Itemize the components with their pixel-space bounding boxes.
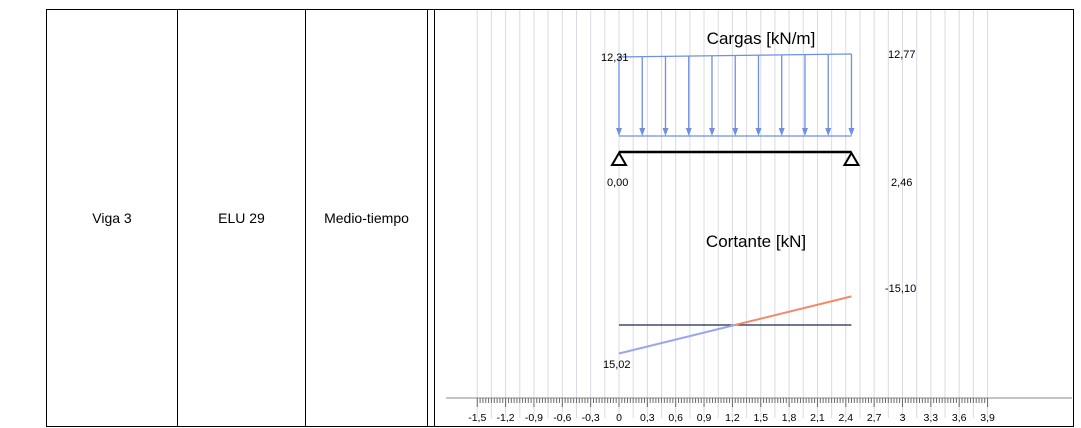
axis-tick-label: 0,6 [668, 412, 683, 424]
shear-positive-line [618, 324, 736, 355]
element-cell: Viga 3 [92, 210, 132, 226]
beam-start-label: 0,00 [607, 177, 628, 189]
loads-title: Cargas [kN/m] [707, 29, 816, 48]
column-divider [305, 10, 306, 426]
axis-tick-label: 1,8 [782, 412, 797, 424]
axis-tick-label: 3,3 [924, 412, 939, 424]
load-arrowhead [662, 128, 669, 136]
support-icon [610, 151, 628, 166]
column-divider [434, 10, 435, 426]
position-cell: Medio-tiempo [324, 210, 409, 226]
axis-tick-label: -1,5 [468, 412, 486, 424]
axis-tick-label: 0,9 [697, 412, 712, 424]
axis-tick-label: -1,2 [497, 412, 515, 424]
axis-tick-label: 3,6 [952, 412, 967, 424]
axis-tick-label: 0 [616, 412, 622, 424]
load-arrowhead [639, 128, 646, 136]
axis-tick-label: 1,5 [753, 412, 768, 424]
axis-tick-label: 1,2 [725, 412, 740, 424]
shear-diagram [618, 295, 852, 355]
axis-tick-label: 2,4 [838, 412, 853, 424]
load-left-label: 12,31 [601, 52, 629, 64]
load-arrowhead [732, 128, 739, 136]
column-divider [177, 10, 178, 426]
load-diagram [616, 53, 855, 137]
load-arrowhead [778, 128, 785, 136]
axis-tick-label: 3,9 [980, 412, 995, 424]
axis-tick-label: 2,1 [810, 412, 825, 424]
load-arrowhead [801, 128, 808, 136]
column-divider [427, 10, 428, 426]
load-arrowhead [708, 128, 715, 136]
support-icon [842, 151, 861, 166]
shear-right-label: -15,10 [885, 283, 916, 295]
load-arrowhead [616, 128, 622, 136]
combination-cell: ELU 29 [218, 210, 265, 226]
load-arrowhead [755, 128, 762, 136]
axis-tick-label: 2,7 [867, 412, 882, 424]
load-right-label: 12,77 [888, 49, 916, 61]
axis-tick-label: 0,3 [640, 412, 655, 424]
load-arrowhead [685, 128, 692, 136]
load-arrowhead [848, 128, 855, 136]
axis-tick-label: -0,9 [525, 412, 543, 424]
axis-tick-label: -0,6 [553, 412, 571, 424]
shear-left-label: 15,02 [603, 359, 631, 371]
axis-tick-label: 3 [900, 412, 906, 424]
beam [610, 150, 861, 166]
shear-title: Cortante [kN] [706, 232, 806, 251]
x-axis: -1,5 -1,2 -0,9 -0,6 -0,3 0 0,3 0,6 0,9 1,2 1,5 1,8 2… [446, 397, 1072, 424]
grid-lines [476, 10, 989, 418]
load-arrowhead [825, 128, 832, 136]
shear-negative-line [734, 295, 852, 326]
beam-end-label: 2,46 [891, 177, 912, 189]
axis-tick-label: -0,3 [582, 412, 600, 424]
